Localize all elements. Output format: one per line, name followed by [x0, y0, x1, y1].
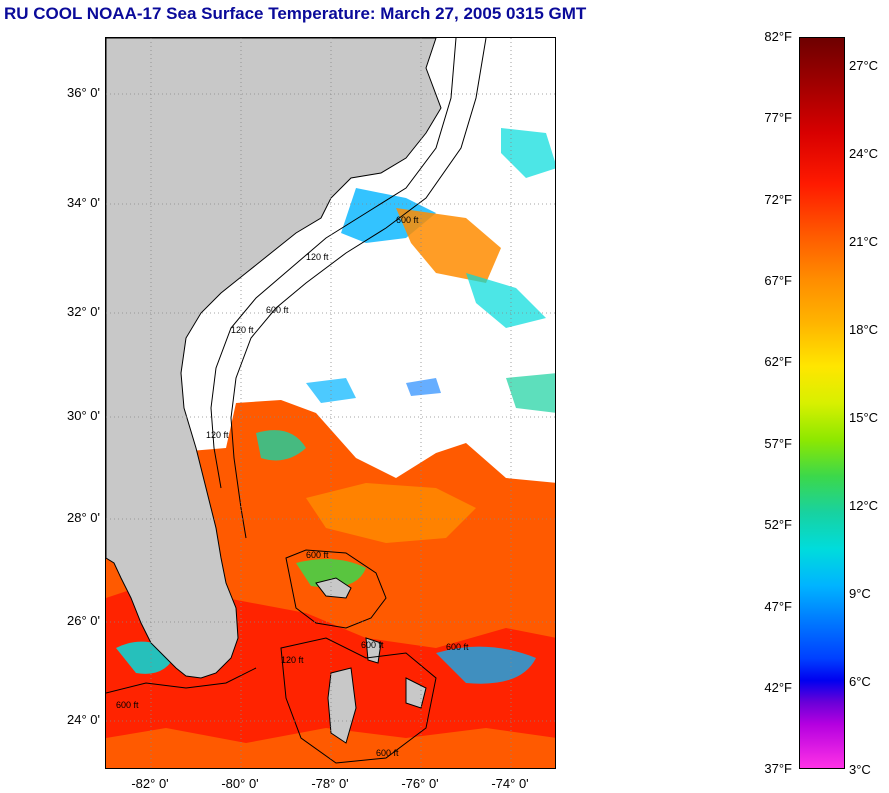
lon-label-82: -82° 0': [131, 776, 169, 791]
map-title: RU COOL NOAA-17 Sea Surface Temperature:…: [4, 4, 587, 23]
contour-label: 120 ft: [306, 252, 329, 262]
colorbar-c-label: 21°C: [849, 234, 879, 249]
colorbar-f-label: 72°F: [764, 192, 792, 207]
temperature-colorbar: [799, 37, 845, 769]
colorbar-c-label: 27°C: [849, 58, 879, 73]
contour-600ft: [230, 38, 487, 539]
contour-label: 600 ft: [306, 550, 329, 560]
sst-map: 120 ft 600 ft 120 ft 600 ft 120 ft 600 f…: [105, 37, 556, 769]
colorbar-c-label: 9°C: [849, 586, 871, 601]
warm-core-north: [396, 208, 501, 283]
contour-bahamas: [280, 637, 437, 764]
lat-label-34: 34° 0': [67, 195, 100, 210]
east-cool-patch: [501, 128, 555, 178]
contour-label: 600 ft: [266, 305, 289, 315]
colorbar-c-label: 12°C: [849, 498, 879, 513]
lon-label-74: -74° 0': [491, 776, 529, 791]
contour-label: 600 ft: [116, 700, 139, 710]
cool-fringe-north: [466, 273, 546, 328]
land-mass: [106, 38, 442, 679]
sst-map-image: 120 ft 600 ft 120 ft 600 ft 120 ft 600 f…: [106, 38, 555, 768]
colorbar-c-label: 18°C: [849, 322, 879, 337]
bahamas-island: [405, 677, 427, 709]
mid-patch: [406, 378, 441, 396]
colorbar-c-label: 3°C: [849, 762, 871, 777]
colorbar-f-label: 37°F: [764, 761, 792, 776]
colorbar-c-label: 15°C: [849, 410, 879, 425]
contour-keys: [106, 667, 257, 694]
contour-label: 120 ft: [231, 325, 254, 335]
colorbar-f-label: 82°F: [764, 29, 792, 44]
contour-120ft: [210, 38, 457, 489]
east-cool-patch: [506, 373, 555, 413]
contour-label: 600 ft: [361, 640, 384, 650]
colorbar-f-label: 57°F: [764, 436, 792, 451]
lat-label-30: 30° 0': [67, 408, 100, 423]
contour-bahamas: [285, 549, 387, 629]
lon-label-78: -78° 0': [311, 776, 349, 791]
colorbar-f-label: 77°F: [764, 110, 792, 125]
colorbar-f-label: 62°F: [764, 354, 792, 369]
colorbar-c-label: 24°C: [849, 146, 879, 161]
lat-label-26: 26° 0': [67, 613, 100, 628]
colorbar-f-label: 42°F: [764, 680, 792, 695]
colorbar-c-label: 6°C: [849, 674, 871, 689]
lat-label-28: 28° 0': [67, 510, 100, 525]
lat-label-32: 32° 0': [67, 304, 100, 319]
cool-water-patch: [256, 430, 306, 461]
colorbar-f-label: 67°F: [764, 273, 792, 288]
lat-label-24: 24° 0': [67, 712, 100, 727]
gulfstream-band: [306, 483, 476, 543]
bahamas-island: [315, 577, 352, 599]
bahamas-island: [327, 667, 357, 744]
colorbar-f-label: 47°F: [764, 599, 792, 614]
contour-label: 600 ft: [396, 215, 419, 225]
contour-label: 600 ft: [446, 642, 469, 652]
contour-label: 120 ft: [206, 430, 229, 440]
lon-label-80: -80° 0': [221, 776, 259, 791]
contour-label: 600 ft: [376, 748, 399, 758]
contour-label: 120 ft: [281, 655, 304, 665]
cool-water-patch: [296, 559, 366, 588]
lon-label-76: -76° 0': [401, 776, 439, 791]
colorbar-f-label: 52°F: [764, 517, 792, 532]
lat-label-36: 36° 0': [67, 85, 100, 100]
